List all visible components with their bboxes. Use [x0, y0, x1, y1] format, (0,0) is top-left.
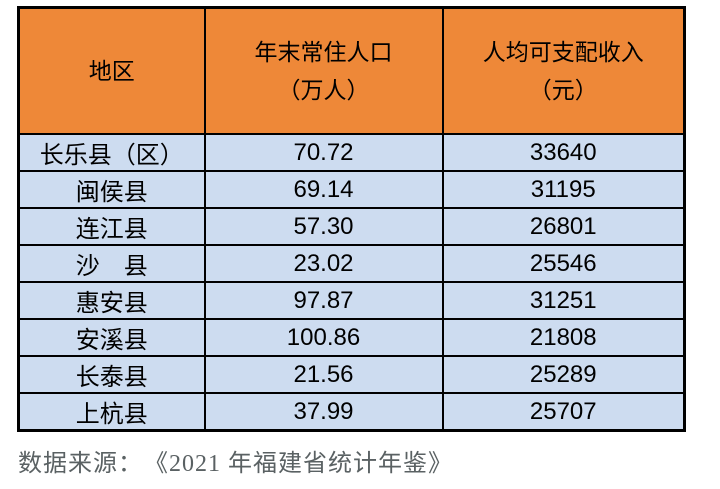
population-cell: 57.30 [203, 207, 444, 246]
region-cell: 惠安县 [17, 281, 206, 320]
data-source-note: 数据来源： 《2021 年福建省统计年鉴》 [18, 451, 453, 477]
income-cell: 25546 [441, 244, 686, 283]
header-population-unit: （万人） [277, 77, 370, 103]
header-cell-income: 人均可支配收入 （元） [441, 6, 686, 135]
income-cell: 25289 [441, 355, 686, 394]
statistics-table: 地区 年末常住人口 （万人） 人均可支配收入 （元） 长乐县（区） 70.72 … [17, 6, 686, 432]
population-cell: 21.56 [203, 355, 444, 394]
region-cell: 上杭县 [17, 392, 206, 432]
table-row: 沙 县 23.02 25546 [17, 244, 686, 283]
header-cell-population: 年末常住人口 （万人） [203, 6, 444, 135]
population-cell: 100.86 [203, 318, 444, 357]
header-cell-region: 地区 [17, 6, 206, 135]
income-cell: 33640 [441, 133, 686, 172]
header-region-title: 地区 [88, 58, 135, 84]
region-cell: 长乐县（区） [17, 133, 206, 172]
region-cell: 沙 县 [17, 244, 206, 283]
table-header: 地区 年末常住人口 （万人） 人均可支配收入 （元） [17, 6, 686, 135]
header-income-unit: （元） [528, 77, 598, 103]
income-cell: 31251 [441, 281, 686, 320]
table-row: 惠安县 97.87 31251 [17, 281, 686, 320]
population-cell: 23.02 [203, 244, 444, 283]
region-cell: 安溪县 [17, 318, 206, 357]
table-row: 闽侯县 69.14 31195 [17, 170, 686, 209]
income-cell: 25707 [441, 392, 686, 432]
header-income-title: 人均可支配收入 [482, 39, 644, 65]
header-population-title: 年末常住人口 [254, 39, 393, 65]
region-cell: 闽侯县 [17, 170, 206, 209]
income-cell: 31195 [441, 170, 686, 209]
population-cell: 70.72 [203, 133, 444, 172]
table-row: 安溪县 100.86 21808 [17, 318, 686, 357]
population-cell: 69.14 [203, 170, 444, 209]
region-cell: 连江县 [17, 207, 206, 246]
region-cell: 长泰县 [17, 355, 206, 394]
table-row: 连江县 57.30 26801 [17, 207, 686, 246]
table-row: 长乐县（区） 70.72 33640 [17, 133, 686, 172]
header-row: 地区 年末常住人口 （万人） 人均可支配收入 （元） [17, 6, 686, 135]
table-row: 长泰县 21.56 25289 [17, 355, 686, 394]
table-body: 长乐县（区） 70.72 33640 闽侯县 69.14 31195 连江县 5… [17, 133, 686, 432]
income-cell: 26801 [441, 207, 686, 246]
population-cell: 37.99 [203, 392, 444, 432]
income-cell: 21808 [441, 318, 686, 357]
table-row: 上杭县 37.99 25707 [17, 392, 686, 432]
population-cell: 97.87 [203, 281, 444, 320]
